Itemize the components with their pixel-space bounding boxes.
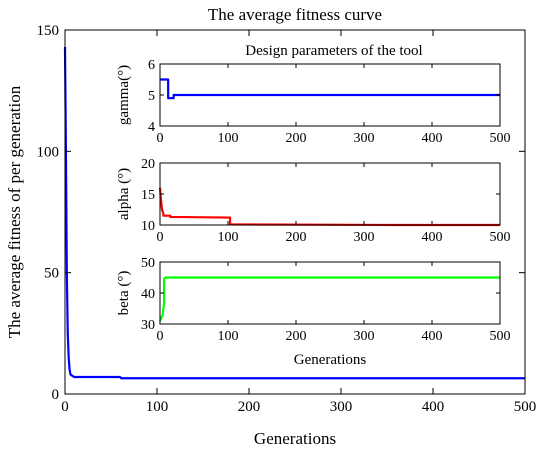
main-chart-y-tick-label: 50 xyxy=(44,266,59,282)
main-chart-y-axis-label: The average fitness of per generation xyxy=(5,85,24,338)
main-chart-y-tick-label: 100 xyxy=(37,144,60,160)
main-chart-x-tick-label: 400 xyxy=(422,399,445,415)
inset-beta-y-tick-label: 30 xyxy=(141,318,155,333)
inset-alpha-y-tick-label: 15 xyxy=(141,188,155,203)
inset-gamma-series-line xyxy=(160,78,500,100)
inset-beta-x-tick-label: 200 xyxy=(286,329,307,344)
inset-gamma-series-layer xyxy=(160,78,500,100)
inset-beta-background xyxy=(160,262,500,324)
inset-gamma-ticks: 0 100 200 300 400 500 4 5 6 xyxy=(148,58,511,146)
inset-beta-x-tick-label: 300 xyxy=(354,329,375,344)
main-chart: The average fitness curve 0 100 200 300 400 5… xyxy=(5,5,536,448)
inset-gamma-x-tick-label: 400 xyxy=(422,131,443,146)
inset-beta-x-tick-label: 0 xyxy=(157,329,164,344)
inset-alpha-y-axis-label: alpha (°) xyxy=(116,168,132,220)
main-chart-x-tick-label: 200 xyxy=(238,399,261,415)
main-chart-x-tick-label: 100 xyxy=(146,399,169,415)
main-chart-x-tick-label: 500 xyxy=(514,399,537,415)
inset-beta-x-tick-label: 100 xyxy=(218,329,239,344)
inset-beta-y-axis-label: beta (°) xyxy=(116,271,132,316)
inset-gamma-x-tick-label: 0 xyxy=(157,131,164,146)
inset-beta-x-tick-label: 500 xyxy=(490,329,511,344)
inset-beta-series-layer xyxy=(158,276,500,322)
inset-alpha-x-tick-label: 400 xyxy=(422,230,443,245)
inset-gamma-y-tick-label: 6 xyxy=(148,58,155,73)
inset-alpha-y-tick-label: 20 xyxy=(141,157,155,172)
inset-alpha-ticks: 0 100 200 300 400 500 10 15 20 xyxy=(141,157,511,245)
inset-alpha-x-tick-label: 100 xyxy=(218,230,239,245)
inset-beta-x-tick-label: 400 xyxy=(422,329,443,344)
main-chart-series-layer xyxy=(63,46,525,380)
inset-gamma-y-axis-label: gamma(°) xyxy=(116,65,132,125)
inset-gamma-title: Design parameters of the tool xyxy=(245,43,422,59)
inset-beta-chart: 0 100 200 300 400 500 30 40 50 beta (°) Generati… xyxy=(116,256,511,368)
inset-alpha-x-tick-label: 500 xyxy=(490,230,511,245)
inset-gamma-x-tick-label: 300 xyxy=(354,131,375,146)
main-chart-y-tick-label: 0 xyxy=(52,387,60,403)
inset-gamma-x-tick-label: 200 xyxy=(286,131,307,146)
inset-beta-x-axis-label: Generations xyxy=(294,352,367,368)
main-chart-frame xyxy=(64,29,526,395)
inset-alpha-x-tick-label: 300 xyxy=(354,230,375,245)
inset-alpha-y-tick-label: 10 xyxy=(141,219,155,234)
inset-beta-ticks: 0 100 200 300 400 500 30 40 50 xyxy=(141,256,511,344)
inset-gamma-y-tick-label: 5 xyxy=(148,89,155,104)
inset-alpha-x-tick-label: 200 xyxy=(286,230,307,245)
main-chart-series-line xyxy=(63,46,525,380)
inset-beta-y-tick-label: 50 xyxy=(141,256,155,271)
inset-gamma-chart: Design parameters of the tool 0 100 200 300… xyxy=(116,43,511,146)
main-chart-title: The average fitness curve xyxy=(208,5,382,24)
inset-alpha-background xyxy=(160,163,500,225)
main-chart-x-tick-label: 300 xyxy=(330,399,353,415)
main-chart-x-tick-label: 0 xyxy=(61,399,69,415)
inset-gamma-x-tick-label: 500 xyxy=(490,131,511,146)
inset-beta-series-line xyxy=(158,276,500,322)
inset-gamma-y-tick-label: 4 xyxy=(148,120,155,135)
inset-alpha-chart: 0 100 200 300 400 500 10 15 20 alpha (°) xyxy=(116,157,511,245)
main-chart-y-tick-label: 150 xyxy=(37,23,60,39)
inset-alpha-x-tick-label: 0 xyxy=(157,230,164,245)
inset-beta-y-tick-label: 40 xyxy=(141,287,155,302)
inset-gamma-x-tick-label: 100 xyxy=(218,131,239,146)
main-chart-x-axis-label: Generations xyxy=(254,429,336,448)
